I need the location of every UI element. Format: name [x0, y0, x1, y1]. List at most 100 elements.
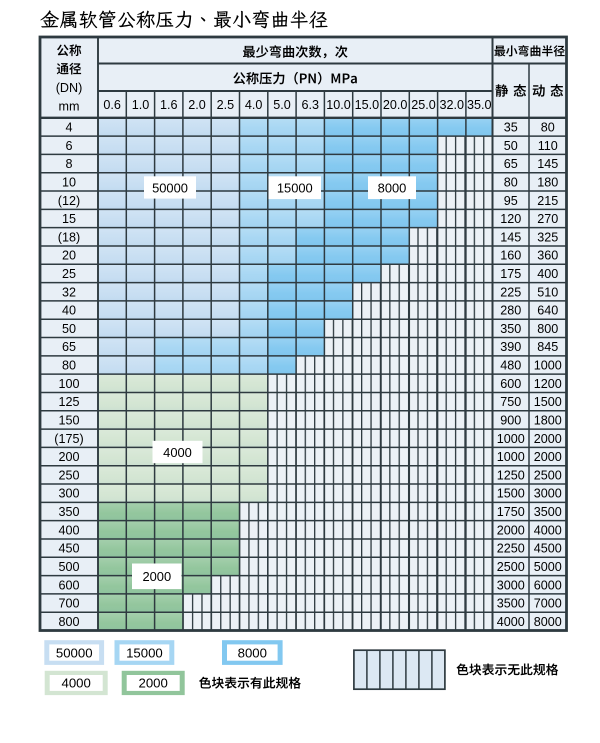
svg-text:5000: 5000	[534, 560, 562, 574]
svg-text:480: 480	[500, 359, 521, 373]
svg-text:(18): (18)	[58, 230, 80, 244]
svg-text:10: 10	[62, 175, 76, 189]
svg-text:1800: 1800	[534, 413, 562, 427]
svg-text:400: 400	[58, 523, 79, 537]
svg-text:300: 300	[58, 487, 79, 501]
svg-text:2.5: 2.5	[217, 98, 235, 112]
svg-text:15.0: 15.0	[355, 98, 380, 112]
svg-text:20.0: 20.0	[383, 98, 408, 112]
svg-text:360: 360	[537, 249, 558, 263]
svg-text:(175): (175)	[54, 432, 83, 446]
svg-text:7000: 7000	[534, 597, 562, 611]
svg-text:65: 65	[504, 157, 518, 171]
svg-text:175: 175	[500, 267, 521, 281]
svg-text:160: 160	[500, 249, 521, 263]
svg-text:215: 215	[537, 194, 558, 208]
svg-text:1750: 1750	[497, 505, 525, 519]
svg-text:6: 6	[65, 139, 72, 153]
svg-text:3500: 3500	[497, 597, 525, 611]
svg-text:15000: 15000	[277, 181, 313, 196]
svg-text:15: 15	[62, 212, 76, 226]
svg-text:50: 50	[62, 322, 76, 336]
svg-text:80: 80	[541, 121, 555, 135]
svg-text:100: 100	[58, 377, 79, 391]
svg-text:3000: 3000	[497, 578, 525, 592]
svg-text:15000: 15000	[126, 645, 163, 660]
svg-text:50000: 50000	[56, 645, 93, 660]
svg-text:250: 250	[58, 468, 79, 482]
svg-text:80: 80	[62, 359, 76, 373]
svg-text:20: 20	[62, 249, 76, 263]
svg-text:35.0: 35.0	[467, 98, 492, 112]
svg-text:4500: 4500	[534, 542, 562, 556]
svg-text:2000: 2000	[534, 432, 562, 446]
svg-text:1500: 1500	[534, 395, 562, 409]
svg-text:40: 40	[62, 304, 76, 318]
svg-text:900: 900	[500, 413, 521, 427]
svg-text:4000: 4000	[497, 615, 525, 629]
svg-text:145: 145	[500, 230, 521, 244]
svg-text:145: 145	[537, 157, 558, 171]
svg-text:400: 400	[537, 267, 558, 281]
svg-text:4000: 4000	[163, 445, 192, 460]
svg-text:325: 325	[537, 230, 558, 244]
svg-text:350: 350	[500, 322, 521, 336]
svg-text:1000: 1000	[497, 450, 525, 464]
svg-text:1000: 1000	[497, 432, 525, 446]
svg-text:2500: 2500	[497, 560, 525, 574]
svg-text:65: 65	[62, 340, 76, 354]
svg-text:390: 390	[500, 340, 521, 354]
svg-text:450: 450	[58, 542, 79, 556]
svg-text:8000: 8000	[534, 615, 562, 629]
svg-text:8000: 8000	[378, 181, 407, 196]
svg-text:4.0: 4.0	[245, 98, 263, 112]
svg-text:1.0: 1.0	[132, 98, 150, 112]
svg-text:3500: 3500	[534, 505, 562, 519]
svg-text:0.6: 0.6	[103, 98, 121, 112]
svg-text:600: 600	[58, 578, 79, 592]
svg-text:5.0: 5.0	[273, 98, 291, 112]
svg-text:2000: 2000	[139, 676, 168, 691]
svg-text:1500: 1500	[497, 487, 525, 501]
svg-text:(DN): (DN)	[56, 81, 83, 95]
svg-text:845: 845	[537, 340, 558, 354]
svg-text:6.3: 6.3	[301, 98, 319, 112]
svg-text:600: 600	[500, 377, 521, 391]
svg-text:125: 125	[58, 395, 79, 409]
svg-text:110: 110	[538, 139, 558, 153]
svg-text:1250: 1250	[497, 468, 525, 482]
svg-text:120: 120	[500, 212, 521, 226]
svg-text:10.0: 10.0	[326, 98, 351, 112]
svg-text:700: 700	[58, 597, 79, 611]
svg-text:2000: 2000	[142, 569, 171, 584]
svg-text:200: 200	[58, 450, 79, 464]
svg-text:95: 95	[504, 194, 518, 208]
svg-text:80: 80	[504, 175, 518, 189]
svg-text:mm: mm	[59, 99, 80, 113]
svg-text:6000: 6000	[534, 578, 562, 592]
svg-text:50: 50	[504, 139, 518, 153]
svg-text:2250: 2250	[497, 542, 525, 556]
svg-text:1.6: 1.6	[160, 98, 178, 112]
svg-text:1000: 1000	[534, 359, 562, 373]
svg-text:800: 800	[537, 322, 558, 336]
svg-text:640: 640	[537, 304, 558, 318]
svg-text:25: 25	[62, 267, 76, 281]
svg-text:50000: 50000	[152, 180, 188, 195]
svg-text:180: 180	[537, 175, 558, 189]
svg-text:270: 270	[537, 212, 558, 226]
svg-text:225: 225	[500, 285, 521, 299]
svg-text:32.0: 32.0	[439, 98, 464, 112]
svg-text:3000: 3000	[534, 487, 562, 501]
svg-text:2000: 2000	[497, 523, 525, 537]
svg-text:2.0: 2.0	[188, 98, 206, 112]
svg-text:280: 280	[500, 304, 521, 318]
svg-text:1200: 1200	[534, 377, 562, 391]
svg-text:510: 510	[537, 285, 558, 299]
svg-text:800: 800	[58, 615, 79, 629]
svg-text:25.0: 25.0	[411, 98, 436, 112]
svg-text:500: 500	[58, 560, 79, 574]
svg-text:35: 35	[504, 121, 518, 135]
svg-text:2500: 2500	[534, 468, 562, 482]
svg-text:2000: 2000	[534, 450, 562, 464]
